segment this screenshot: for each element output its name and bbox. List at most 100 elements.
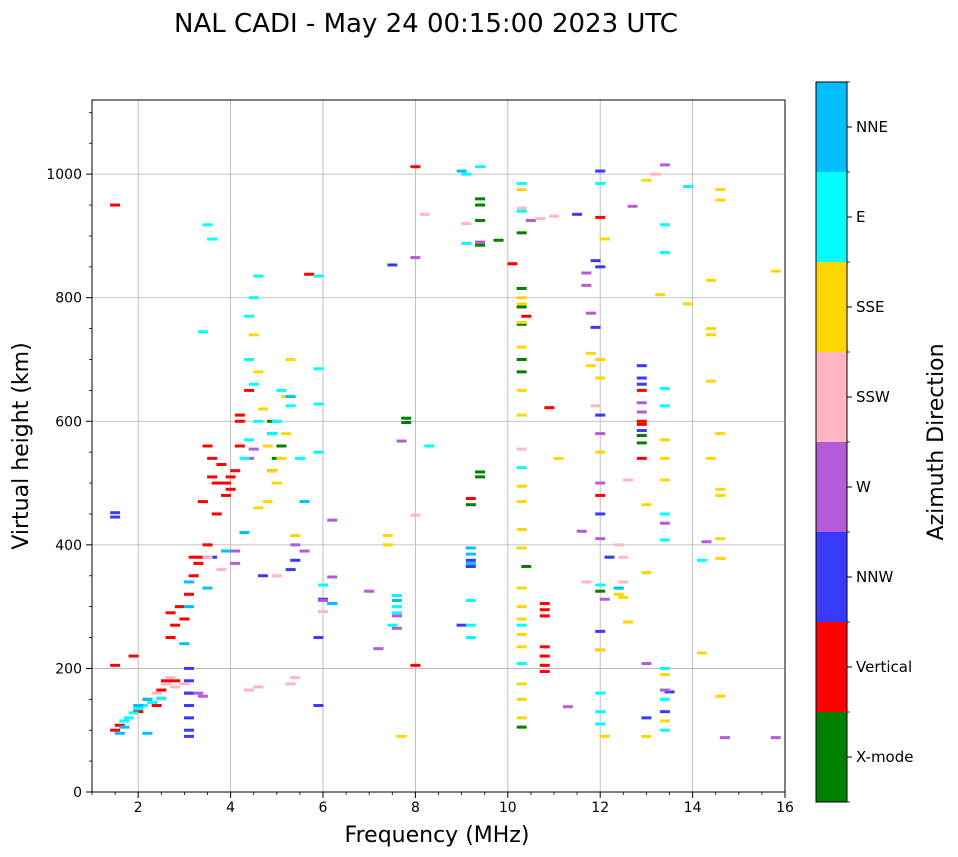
- data-point-vertical: [234, 413, 245, 417]
- data-point-x-mode: [636, 441, 647, 445]
- data-point-nnw: [184, 728, 195, 732]
- data-point-sse: [641, 734, 652, 738]
- data-point-nnw: [313, 704, 324, 707]
- data-point-ssw: [290, 676, 301, 680]
- data-point-vertical: [244, 388, 255, 392]
- data-point-e: [294, 456, 305, 460]
- data-point-sse: [516, 632, 527, 636]
- data-point-nnw: [184, 666, 195, 670]
- data-point-ssw: [285, 682, 296, 686]
- data-point-w: [299, 549, 310, 553]
- data-point-ssw: [461, 222, 472, 226]
- data-point-nnw: [595, 169, 606, 173]
- data-point-x-mode: [401, 416, 412, 420]
- data-point-w: [701, 540, 712, 544]
- data-point-nnw: [590, 325, 601, 329]
- data-point-x-mode: [636, 433, 647, 437]
- y-tick-label: 1000: [46, 167, 82, 183]
- data-point-vertical: [220, 493, 231, 497]
- data-point-nne: [456, 169, 467, 173]
- data-point-ssw: [516, 447, 527, 451]
- data-point-vertical: [202, 444, 213, 448]
- data-point-vertical: [225, 475, 236, 479]
- data-point-sse: [516, 697, 527, 701]
- data-point-e: [128, 711, 139, 715]
- data-point-sse: [516, 586, 527, 590]
- data-point-nne: [184, 580, 195, 584]
- data-point-sse: [382, 534, 393, 538]
- data-point-vertical: [234, 419, 245, 423]
- data-point-nnw: [184, 704, 195, 707]
- axes: 2 4 6 8 10 12 14 16 0 200 400 600 800 1000: [46, 111, 794, 816]
- data-point-sse: [553, 456, 564, 460]
- data-point-vertical: [465, 497, 476, 501]
- data-point-e: [516, 209, 527, 213]
- y-tick-label: 200: [55, 661, 82, 677]
- data-point-sse: [516, 645, 527, 649]
- data-point-e: [595, 583, 606, 587]
- data-point-sse: [516, 682, 527, 686]
- data-point-vertical: [197, 500, 208, 504]
- data-point-e: [659, 387, 670, 391]
- data-point-vertical: [211, 481, 222, 485]
- data-point-w: [410, 256, 421, 260]
- data-point-nnw: [664, 690, 675, 694]
- data-point-vertical: [207, 475, 218, 479]
- data-point-nne: [239, 531, 250, 534]
- y-tick-label: 800: [55, 291, 82, 307]
- data-point-sse: [715, 487, 726, 491]
- data-point-sse: [696, 651, 707, 655]
- data-point-w: [396, 439, 407, 443]
- data-point-sse: [516, 484, 527, 488]
- data-point-x-mode: [595, 589, 606, 593]
- data-point-nnw: [387, 263, 398, 267]
- data-point-nnw: [110, 515, 121, 519]
- data-point-vertical: [110, 728, 121, 732]
- data-point-w: [230, 549, 241, 553]
- data-point-sse: [659, 478, 670, 482]
- colorbar-segment: [816, 352, 847, 442]
- data-point-e: [659, 538, 670, 542]
- colorbar-label: Azimuth Direction: [924, 343, 949, 540]
- data-point-sse: [516, 605, 527, 609]
- data-point-nne: [327, 602, 338, 606]
- x-tick-label: 2: [134, 800, 143, 816]
- data-point-nne: [285, 395, 296, 399]
- data-point-e: [475, 165, 486, 169]
- data-point-e: [424, 444, 435, 448]
- data-point-x-mode: [516, 305, 527, 309]
- data-point-nnw: [636, 429, 647, 433]
- data-point-x-mode: [475, 475, 486, 479]
- data-point-vertical: [188, 574, 199, 578]
- data-point-ssw: [650, 172, 661, 176]
- data-point-x-mode: [401, 421, 412, 425]
- data-point-ssw: [170, 685, 181, 689]
- colorbar-tick-label: NNE: [856, 118, 888, 136]
- data-point-sse: [641, 571, 652, 575]
- data-point-vertical: [539, 608, 550, 612]
- data-point-nne: [613, 586, 624, 590]
- data-point-ssw: [419, 212, 430, 216]
- colorbar-tick-label: W: [856, 478, 871, 496]
- data-point-e: [123, 716, 134, 720]
- data-point-e: [391, 605, 402, 609]
- data-point-ssw: [151, 691, 162, 695]
- data-point-ssw: [165, 676, 176, 680]
- data-point-e: [465, 598, 476, 602]
- data-point-e: [271, 419, 282, 423]
- data-point-w: [636, 410, 647, 414]
- data-point-sse: [267, 469, 278, 473]
- plot-frame: [91, 99, 786, 793]
- data-point-vertical: [636, 456, 647, 460]
- colorbar-tick-label: SSW: [856, 388, 890, 406]
- data-point-vertical: [184, 592, 195, 596]
- data-point-sse: [281, 432, 292, 436]
- data-point-sse: [516, 388, 527, 392]
- data-point-nne: [202, 586, 213, 590]
- data-point-ssw: [618, 580, 629, 584]
- data-point-nnw: [257, 574, 268, 578]
- data-point-ssw: [613, 543, 624, 547]
- data-point-e: [253, 419, 264, 423]
- data-point-w: [581, 271, 592, 275]
- data-point-nne: [142, 697, 153, 701]
